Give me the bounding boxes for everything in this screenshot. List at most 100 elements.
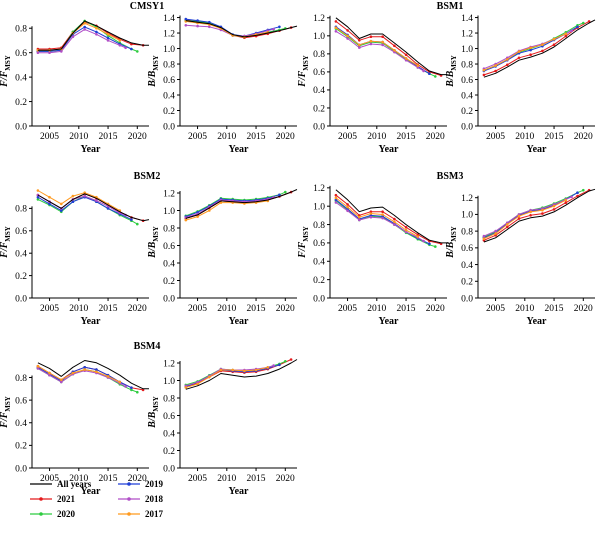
data-point [48, 51, 51, 54]
data-point [552, 43, 556, 46]
series-line-2017 [335, 27, 419, 67]
series-line-2017 [37, 365, 121, 383]
y-tick-label: 0.4 [163, 259, 175, 269]
data-point [36, 364, 40, 368]
y-tick-label: 1.2 [163, 29, 175, 39]
data-point [208, 20, 211, 24]
legend-label: 2018 [145, 494, 164, 504]
data-point [266, 366, 270, 369]
x-tick-label: 2020 [128, 304, 147, 314]
data-point [506, 58, 509, 61]
y-tick-label: 0.2 [461, 278, 473, 288]
data-point [48, 373, 51, 377]
data-point [369, 39, 373, 43]
x-tick-label: 2010 [217, 304, 236, 314]
legend-item: 2018 [118, 494, 164, 504]
data-point [529, 210, 532, 214]
data-point [381, 216, 384, 220]
data-point [219, 201, 223, 204]
data-point [393, 49, 396, 52]
data-point [284, 190, 287, 194]
x-tick-label: 2015 [99, 132, 118, 142]
y-tick-label: 0.0 [163, 464, 175, 474]
y-axis-label: F/FMSY [297, 226, 310, 259]
series-line-all-years [37, 193, 150, 222]
y-tick-label: 1.2 [163, 359, 175, 369]
data-point [564, 34, 568, 38]
y-axis-label-sub: MSY [302, 55, 310, 71]
data-point [482, 234, 486, 238]
x-tick-label: 2010 [217, 132, 236, 142]
y-tick-label: 0.2 [163, 277, 175, 287]
data-point [196, 215, 199, 218]
data-point [416, 64, 420, 67]
series-line-2017 [335, 197, 419, 237]
data-point [416, 235, 420, 238]
x-axis-label: Year [527, 144, 548, 155]
data-point [95, 33, 98, 36]
data-point [136, 50, 139, 53]
data-point [346, 209, 349, 213]
y-tick-label: 0.4 [15, 419, 27, 429]
data-point [529, 214, 532, 217]
y-tick-label: 0.6 [15, 396, 27, 406]
data-point [393, 223, 396, 226]
x-tick-label: 2005 [188, 474, 207, 484]
data-point [517, 217, 521, 220]
y-axis-label-main: F/F [0, 411, 10, 428]
legend-item: 2017 [118, 509, 164, 519]
y-axis-label: B/BMSY [445, 226, 458, 259]
y-axis-label: F/FMSY [0, 396, 12, 429]
y-tick-label: 1.2 [313, 14, 325, 24]
data-point [106, 375, 110, 378]
x-tick-label: 2010 [367, 304, 386, 314]
y-tick-label: 0.0 [15, 294, 27, 304]
x-tick-label: 2020 [426, 304, 445, 314]
data-point [369, 215, 373, 219]
data-point [416, 233, 420, 236]
data-point [60, 209, 63, 212]
y-tick-label: 0.0 [15, 122, 27, 132]
x-tick-label: 2020 [276, 132, 295, 142]
y-axis-label-main: B/B [445, 241, 456, 258]
series-line-2021 [335, 21, 442, 76]
data-point [346, 34, 349, 38]
y-axis-label-sub: MSY [4, 55, 12, 71]
y-tick-label: 0.0 [461, 122, 473, 132]
y-tick-label: 0.6 [163, 242, 175, 252]
y-tick-label: 1.2 [313, 184, 325, 194]
x-tick-label: 2005 [188, 304, 207, 314]
data-point [36, 198, 40, 201]
y-tick-label: 0.6 [163, 412, 175, 422]
data-point [564, 198, 568, 202]
x-tick-label: 2005 [188, 132, 207, 142]
data-point [124, 385, 127, 388]
x-tick-label: 2005 [486, 304, 505, 314]
y-tick-label: 0.6 [461, 76, 473, 86]
y-tick-label: 0.2 [15, 98, 27, 108]
y-tick-label: 1.0 [163, 45, 175, 55]
data-point [83, 194, 86, 198]
data-point [36, 367, 40, 370]
data-point [272, 27, 275, 31]
data-point [118, 44, 122, 47]
data-point [393, 50, 396, 54]
data-point [346, 37, 349, 40]
data-point [369, 212, 373, 215]
data-point [482, 73, 486, 77]
series-line-2017 [37, 190, 121, 212]
y-tick-label: 0.6 [15, 227, 27, 237]
x-tick-label: 2020 [128, 132, 147, 142]
legend-label: 2019 [145, 479, 164, 489]
data-point [434, 245, 437, 248]
series-line-all-years [185, 359, 298, 390]
x-tick-label: 2015 [545, 132, 564, 142]
series-line-all-years [483, 19, 596, 78]
data-point [284, 360, 287, 363]
y-axis-label-main: F/F [0, 70, 10, 87]
y-tick-label: 0.6 [461, 244, 473, 254]
x-axis-label: Year [229, 316, 250, 327]
y-tick-label: 1.0 [461, 211, 473, 221]
data-point [381, 213, 384, 216]
data-point [369, 42, 373, 46]
